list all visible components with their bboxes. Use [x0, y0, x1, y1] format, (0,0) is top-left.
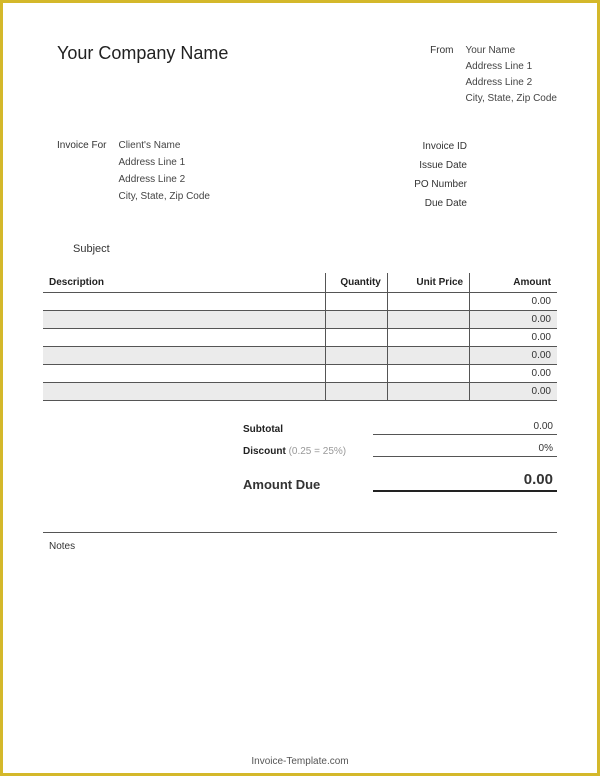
from-line: Address Line 2 [465, 75, 557, 91]
discount-value: 0% [373, 443, 557, 457]
header: Your Company Name From Your Name Address… [43, 43, 557, 107]
meta-po-number: PO Number [414, 175, 467, 194]
subject-label: Subject [73, 243, 557, 255]
notes-label: Notes [49, 541, 557, 552]
col-unit-price: Unit Price [387, 273, 469, 293]
amount-due-value: 0.00 [373, 471, 557, 492]
meta-issue-date: Issue Date [414, 156, 467, 175]
client-line: Address Line 1 [118, 154, 210, 171]
row-amount: 0.00 [470, 329, 557, 347]
meta-invoice-id: Invoice ID [414, 137, 467, 156]
client-line: Address Line 2 [118, 171, 210, 188]
client-address: Client's Name Address Line 1 Address Lin… [118, 137, 210, 213]
discount-row: Discount (0.25 = 25%) 0% [243, 443, 557, 457]
invoice-for-label: Invoice For [57, 137, 118, 213]
row-amount: 0.00 [470, 347, 557, 365]
table-row: 0.00 [43, 383, 557, 401]
from-line: Address Line 1 [465, 59, 557, 75]
client-line: Client's Name [118, 137, 210, 154]
from-block: From Your Name Address Line 1 Address Li… [430, 43, 557, 107]
table-row: 0.00 [43, 347, 557, 365]
row-amount: 0.00 [470, 383, 557, 401]
from-line: Your Name [465, 43, 557, 59]
table-row: 0.00 [43, 329, 557, 347]
totals-block: Subtotal 0.00 Discount (0.25 = 25%) 0% A… [243, 421, 557, 492]
company-name: Your Company Name [43, 43, 228, 107]
from-line: City, State, Zip Code [465, 91, 557, 107]
subtotal-value: 0.00 [373, 421, 557, 435]
col-description: Description [43, 273, 326, 293]
amount-due-row: Amount Due 0.00 [243, 471, 557, 492]
from-address: Your Name Address Line 1 Address Line 2 … [465, 43, 557, 107]
from-label: From [430, 43, 465, 107]
row-amount: 0.00 [470, 311, 557, 329]
footer-attribution: Invoice-Template.com [3, 756, 597, 767]
discount-label-text: Discount [243, 446, 286, 457]
invoice-for-block: Invoice For Client's Name Address Line 1… [57, 137, 210, 213]
col-quantity: Quantity [326, 273, 388, 293]
meta-due-date: Due Date [414, 194, 467, 213]
items-table: Description Quantity Unit Price Amount 0… [43, 273, 557, 401]
row-amount: 0.00 [470, 365, 557, 383]
row-amount: 0.00 [470, 293, 557, 311]
discount-label: Discount (0.25 = 25%) [243, 446, 373, 457]
divider [43, 532, 557, 533]
col-amount: Amount [470, 273, 557, 293]
table-header-row: Description Quantity Unit Price Amount [43, 273, 557, 293]
discount-hint: (0.25 = 25%) [289, 446, 347, 457]
table-row: 0.00 [43, 293, 557, 311]
table-row: 0.00 [43, 311, 557, 329]
table-row: 0.00 [43, 365, 557, 383]
client-line: City, State, Zip Code [118, 188, 210, 205]
subtotal-label: Subtotal [243, 424, 373, 435]
amount-due-label: Amount Due [243, 477, 373, 492]
subtotal-row: Subtotal 0.00 [243, 421, 557, 435]
invoice-meta: Invoice ID Issue Date PO Number Due Date [414, 137, 467, 213]
info-row: Invoice For Client's Name Address Line 1… [43, 137, 557, 213]
